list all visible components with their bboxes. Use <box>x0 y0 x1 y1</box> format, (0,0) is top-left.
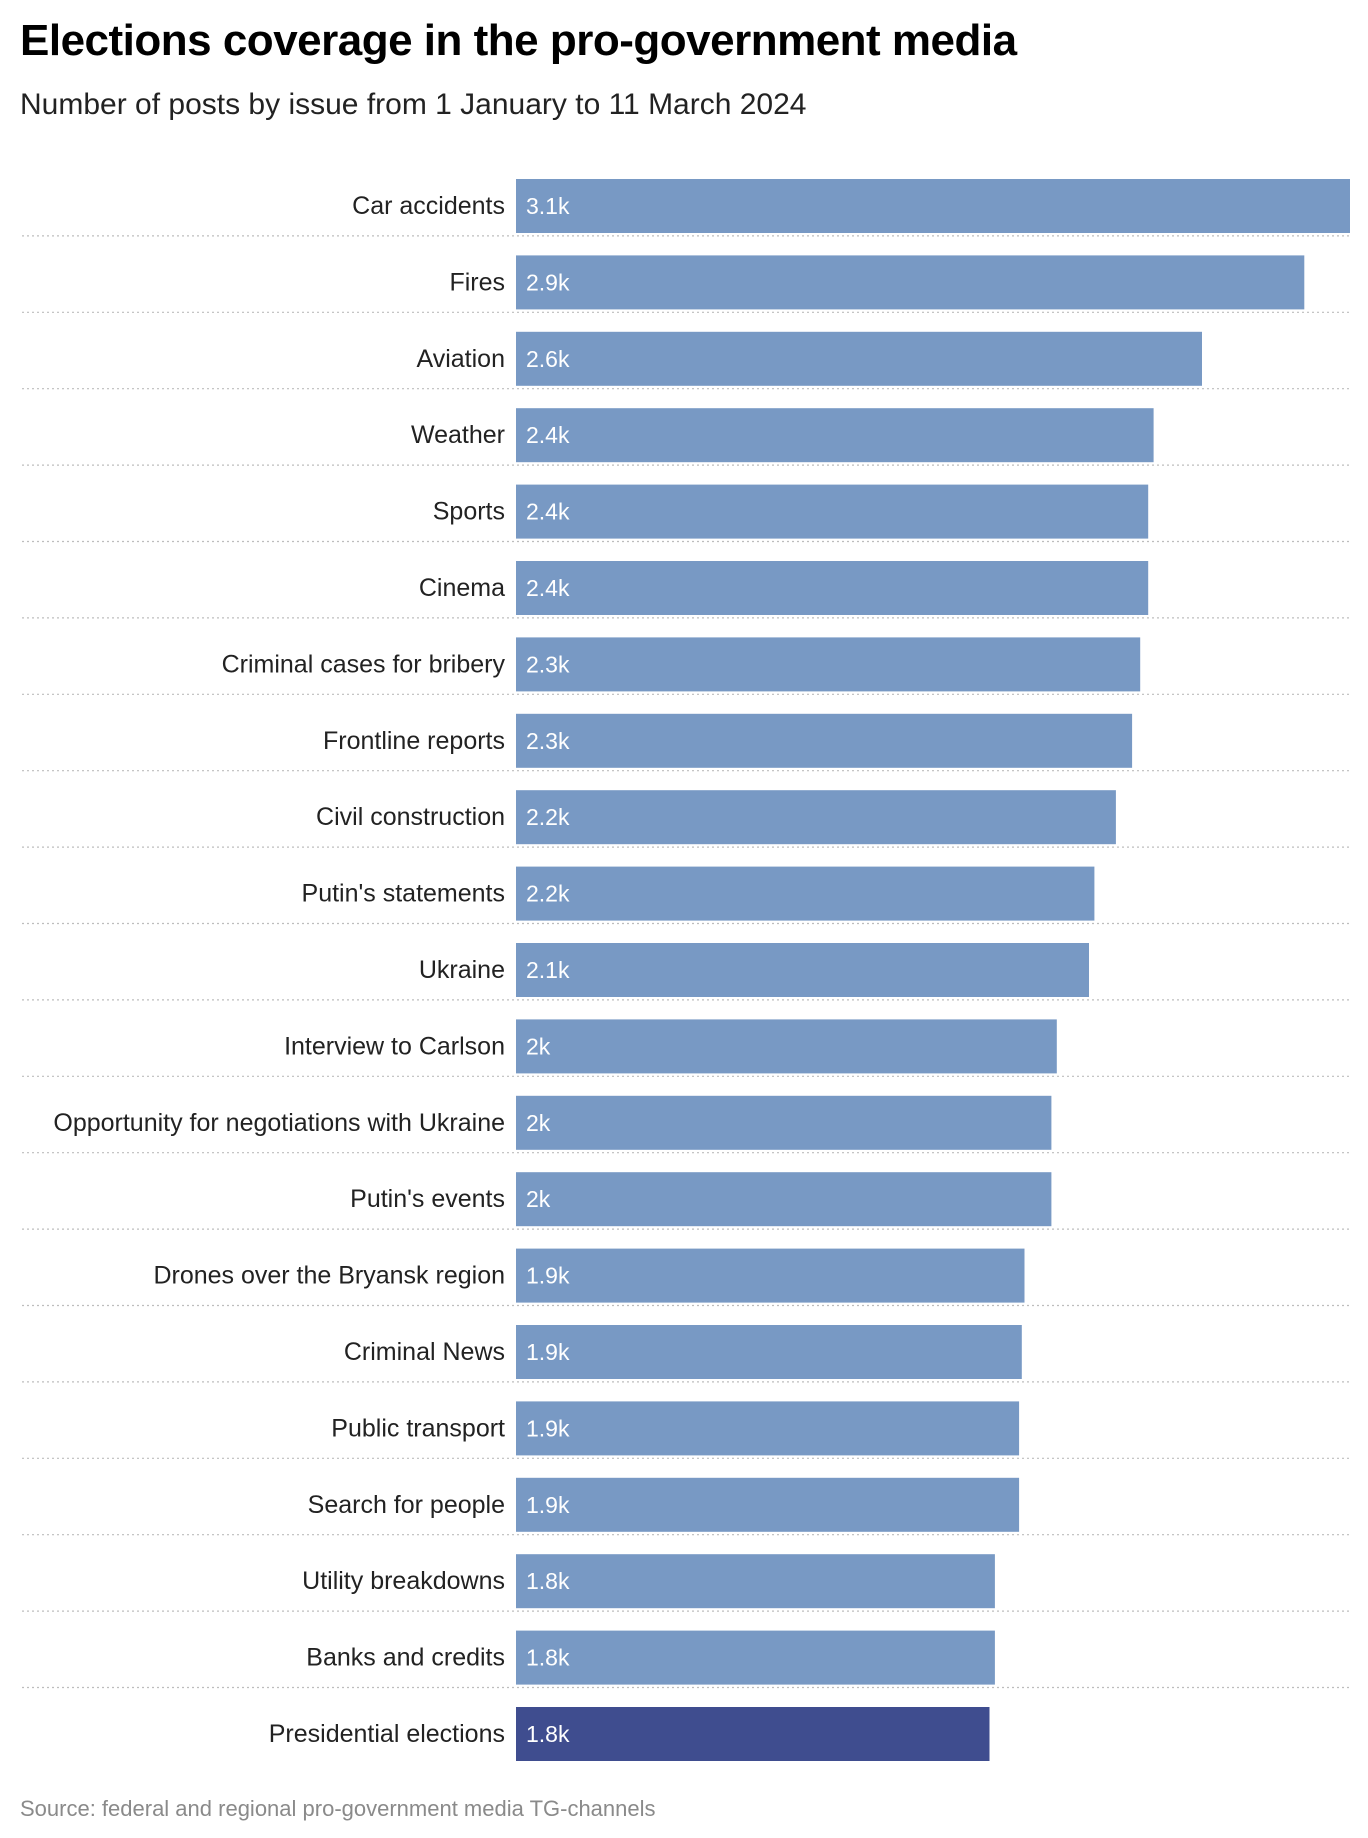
category-label: Utility breakdowns <box>302 1567 505 1595</box>
bar <box>516 1325 1022 1379</box>
category-label: Criminal News <box>344 1338 505 1366</box>
bar <box>516 866 1095 921</box>
category-label: Ukraine <box>419 956 505 984</box>
value-label: 2.3k <box>526 728 570 754</box>
category-label: Search for people <box>308 1491 505 1519</box>
category-label: Car accidents <box>352 192 505 220</box>
category-label: Sports <box>433 498 505 526</box>
value-label: 1.8k <box>526 1721 570 1747</box>
source-note: Source: federal and regional pro-governm… <box>20 1796 656 1821</box>
value-label: 2.3k <box>526 651 570 677</box>
value-label: 2.2k <box>526 881 570 907</box>
value-label: 2.4k <box>526 499 570 525</box>
bar <box>516 1707 990 1761</box>
category-label: Aviation <box>417 345 506 373</box>
value-label: 2.6k <box>526 346 570 372</box>
value-label: 2.4k <box>526 575 570 601</box>
value-label: 3.1k <box>526 193 570 219</box>
value-label: 1.9k <box>526 1492 570 1518</box>
chart-title: Elections coverage in the pro-government… <box>20 16 1017 65</box>
category-label: Interview to Carlson <box>284 1032 505 1060</box>
bar <box>516 713 1133 768</box>
category-label: Presidential elections <box>269 1720 505 1748</box>
category-label: Cinema <box>419 574 505 602</box>
bar <box>516 1630 995 1685</box>
value-label: 2k <box>526 1186 551 1212</box>
bar <box>516 1477 1020 1532</box>
category-label: Drones over the Bryansk region <box>153 1262 505 1290</box>
bar <box>516 637 1141 692</box>
bar <box>516 255 1305 310</box>
chart-subtitle: Number of posts by issue from 1 January … <box>20 88 807 121</box>
value-label: 2.9k <box>526 269 570 295</box>
bar <box>516 1019 1057 1074</box>
value-label: 2.1k <box>526 957 570 983</box>
bar <box>516 179 1350 233</box>
value-label: 2k <box>526 1033 551 1059</box>
bar <box>516 790 1116 845</box>
category-label: Public transport <box>331 1414 505 1442</box>
category-label: Criminal cases for bribery <box>222 650 506 678</box>
bar <box>516 408 1154 463</box>
bar <box>516 1248 1025 1303</box>
bar <box>516 943 1089 997</box>
category-label: Frontline reports <box>323 727 505 755</box>
value-label: 2k <box>526 1110 551 1136</box>
bar-chart: Car accidents 3.1k Fires 2.9k Aviation 2.6k We… <box>22 179 1350 1761</box>
value-label: 1.8k <box>526 1645 570 1671</box>
category-label: Civil construction <box>316 803 505 831</box>
value-label: 2.4k <box>526 422 570 448</box>
value-label: 1.8k <box>526 1568 570 1594</box>
value-label: 1.9k <box>526 1415 570 1441</box>
category-label: Putin's statements <box>302 880 505 908</box>
bar <box>516 1095 1052 1150</box>
category-label: Fires <box>449 268 505 296</box>
value-label: 1.9k <box>526 1263 570 1289</box>
value-label: 2.2k <box>526 804 570 830</box>
bar <box>516 1401 1020 1456</box>
category-label: Banks and credits <box>306 1644 505 1672</box>
bar <box>516 561 1149 615</box>
category-label: Putin's events <box>350 1185 505 1213</box>
category-label: Opportunity for negotiations with Ukrain… <box>53 1109 505 1137</box>
bar <box>516 484 1149 539</box>
bar <box>516 1554 995 1609</box>
bar <box>516 1172 1052 1227</box>
category-label: Weather <box>411 421 505 449</box>
value-label: 1.9k <box>526 1339 570 1365</box>
bar <box>516 331 1202 386</box>
